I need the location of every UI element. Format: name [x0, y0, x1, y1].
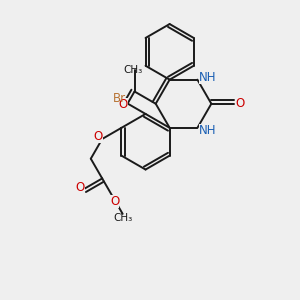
- Text: Br: Br: [113, 92, 126, 105]
- Text: O: O: [118, 98, 128, 111]
- Text: NH: NH: [199, 70, 216, 83]
- Text: O: O: [76, 181, 85, 194]
- Text: CH₃: CH₃: [123, 65, 142, 75]
- Text: O: O: [110, 195, 119, 208]
- Text: NH: NH: [199, 124, 216, 137]
- Text: O: O: [94, 130, 103, 143]
- Text: O: O: [236, 97, 245, 110]
- Text: CH₃: CH₃: [113, 213, 132, 224]
